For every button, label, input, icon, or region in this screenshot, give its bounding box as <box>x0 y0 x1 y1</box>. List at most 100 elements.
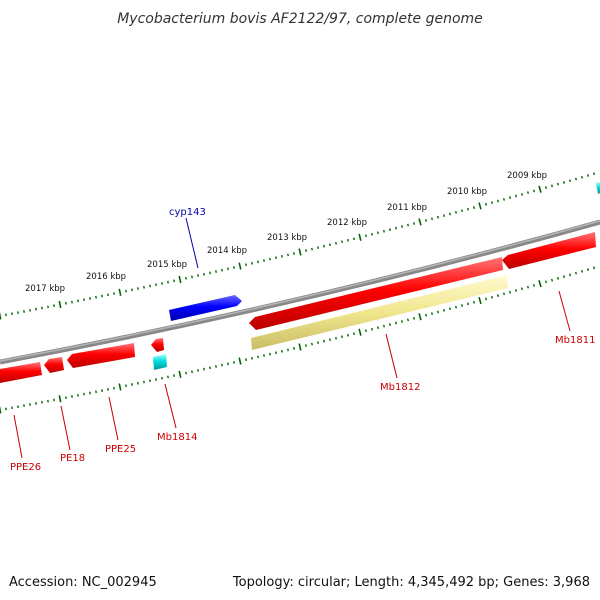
minor-tick <box>185 276 187 280</box>
pe18-arrow[interactable] <box>44 357 64 373</box>
minor-tick <box>449 212 451 216</box>
major-tick <box>178 370 182 378</box>
minor-tick <box>221 363 223 367</box>
minor-tick <box>472 300 476 304</box>
minor-tick <box>317 341 319 345</box>
minor-tick <box>287 253 289 257</box>
ppe25-gene[interactable] <box>67 343 135 368</box>
minor-tick <box>149 379 151 383</box>
minor-tick <box>431 312 433 315</box>
ppe26-label[interactable]: PPE26 <box>10 462 41 473</box>
minor-tick <box>215 365 217 368</box>
accession-text: Accession: NC_002945 <box>9 575 157 590</box>
minor-tick <box>520 192 524 196</box>
minor-tick <box>209 271 211 275</box>
minor-tick <box>215 270 217 273</box>
minor-tick <box>407 223 409 227</box>
minor-tick <box>113 292 115 295</box>
major-tick <box>538 280 542 288</box>
mb1814-label[interactable]: Mb1814 <box>157 432 197 443</box>
minor-tick <box>437 215 439 219</box>
minor-tick <box>101 294 103 298</box>
minor-tick <box>550 184 554 188</box>
minor-tick <box>431 217 433 221</box>
mb1811-leader <box>558 290 571 332</box>
major-tick <box>298 343 302 351</box>
ppe25-label[interactable]: PPE25 <box>105 444 136 455</box>
minor-tick <box>371 232 373 236</box>
major-tick <box>178 275 182 284</box>
trna-feature-edge[interactable] <box>596 182 600 194</box>
minor-tick <box>329 243 331 247</box>
minor-tick <box>437 310 439 314</box>
minor-tick <box>275 351 277 355</box>
minor-tick <box>77 299 79 303</box>
pe18-leader <box>60 405 71 451</box>
minor-tick <box>461 209 463 213</box>
minor-tick <box>155 283 157 287</box>
minor-tick <box>269 257 271 261</box>
cyp143-gene[interactable] <box>169 295 242 321</box>
minor-tick <box>167 375 169 379</box>
minor-tick <box>137 287 139 290</box>
mb1814-arrow[interactable] <box>151 338 164 352</box>
minor-tick <box>107 293 109 297</box>
mb1814-gene[interactable] <box>151 338 164 352</box>
minor-tick <box>455 211 457 214</box>
major-tick <box>478 296 482 305</box>
ppe25-arrow[interactable] <box>67 343 135 368</box>
minor-tick <box>443 214 445 217</box>
pe18-gene[interactable] <box>44 357 64 373</box>
mb1811-label[interactable]: Mb1811 <box>555 335 595 346</box>
minor-tick <box>263 259 265 262</box>
kbp-label-2010: 2010 kbp <box>447 187 487 197</box>
minor-tick <box>490 201 494 205</box>
major-tick <box>238 357 242 365</box>
minor-tick <box>466 207 470 211</box>
cyp143-arrow[interactable] <box>169 295 242 321</box>
cyp143-label[interactable]: cyp143 <box>169 207 206 218</box>
minor-tick <box>353 237 355 241</box>
minor-tick <box>520 287 524 291</box>
mb1812-label[interactable]: Mb1812 <box>380 382 420 393</box>
minor-tick <box>203 272 205 276</box>
genome-backbone-highlight <box>0 220 600 362</box>
trna-feature-mb1814[interactable] <box>153 354 167 370</box>
pe18-label[interactable]: PE18 <box>60 453 85 464</box>
kbp-label-2017: 2017 kbp <box>25 284 65 294</box>
minor-tick <box>401 320 403 323</box>
minor-tick <box>586 174 590 177</box>
minor-tick <box>532 283 536 287</box>
kbp-label-2015: 2015 kbp <box>147 260 187 270</box>
mb1811-gene[interactable] <box>502 232 596 269</box>
minor-tick <box>454 305 458 309</box>
minor-tick <box>161 376 163 380</box>
minor-tick <box>395 321 397 325</box>
minor-tick <box>353 332 355 336</box>
kbp-label-2011: 2011 kbp <box>387 203 427 213</box>
minor-tick <box>580 269 584 273</box>
minor-tick <box>466 302 470 306</box>
minor-tick <box>257 260 259 264</box>
cyp143-leader <box>185 217 199 269</box>
mb1811-arrow[interactable] <box>502 232 596 269</box>
minor-tick <box>83 298 85 302</box>
mb1812-arrow[interactable] <box>249 257 503 330</box>
minor-tick <box>508 290 512 294</box>
mb1812-misc-feature[interactable] <box>251 275 508 350</box>
minor-tick <box>472 206 476 209</box>
minor-tick <box>502 292 506 296</box>
minor-tick <box>490 295 494 299</box>
major-tick <box>118 288 122 296</box>
minor-tick <box>341 240 343 244</box>
mb1812-gene[interactable] <box>249 257 503 330</box>
mb1812-region-bar[interactable] <box>251 275 508 350</box>
inner-scale-ring <box>0 266 596 414</box>
minor-tick <box>125 289 127 293</box>
ppe26-gene[interactable] <box>0 362 42 383</box>
minor-tick <box>95 295 97 299</box>
ppe26-arrow[interactable] <box>0 362 42 383</box>
minor-tick <box>544 186 548 189</box>
minor-tick <box>293 252 295 255</box>
